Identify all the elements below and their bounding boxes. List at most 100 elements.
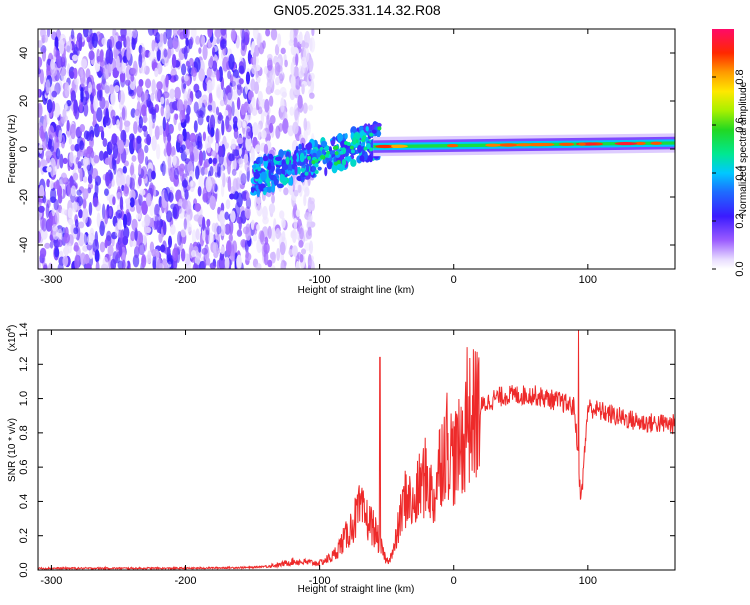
noise-cell bbox=[50, 58, 55, 70]
noise-cell bbox=[293, 189, 299, 197]
noise-cell bbox=[115, 209, 123, 219]
noise-cell bbox=[236, 97, 241, 111]
noise-cell bbox=[271, 194, 275, 204]
noise-cell bbox=[183, 45, 188, 60]
y-tick-label: 1.4 bbox=[18, 322, 30, 337]
noise-cell bbox=[97, 70, 102, 79]
noise-cell bbox=[104, 188, 109, 196]
noise-cell bbox=[137, 147, 145, 164]
noise-cell bbox=[196, 140, 200, 150]
noise-cell bbox=[267, 259, 273, 268]
noise-cell bbox=[197, 186, 202, 197]
noise-cell bbox=[173, 167, 179, 180]
noise-cell bbox=[238, 148, 243, 156]
noise-cell bbox=[189, 36, 194, 46]
noise-cell bbox=[275, 227, 281, 240]
noise-cell bbox=[158, 125, 164, 136]
noise-cell bbox=[154, 88, 161, 102]
noise-cell bbox=[125, 198, 131, 205]
noise-cell bbox=[257, 106, 263, 115]
noise-cell bbox=[211, 150, 217, 157]
noise-cell bbox=[165, 104, 171, 120]
noise-cell bbox=[38, 102, 43, 118]
narrowband-peak bbox=[446, 144, 459, 148]
noise-cell bbox=[264, 98, 270, 113]
noise-cell bbox=[232, 69, 239, 79]
noise-cell bbox=[138, 116, 143, 129]
noise-cell bbox=[135, 213, 141, 220]
signal-peak-cell bbox=[362, 135, 367, 140]
noise-cell bbox=[104, 157, 111, 166]
noise-cell bbox=[100, 129, 105, 141]
noise-cell bbox=[60, 172, 68, 183]
noise-cell bbox=[39, 69, 44, 85]
noise-cell bbox=[188, 57, 194, 67]
noise-cell bbox=[46, 166, 52, 173]
signal-cell bbox=[308, 158, 314, 166]
noise-cell bbox=[264, 236, 269, 245]
noise-cell bbox=[110, 90, 116, 106]
noise-cell bbox=[55, 50, 60, 60]
noise-cell bbox=[268, 95, 274, 107]
noise-cell bbox=[162, 116, 167, 132]
noise-cell bbox=[166, 141, 172, 157]
noise-cell bbox=[193, 120, 198, 133]
noise-cell bbox=[225, 124, 232, 133]
noise-cell bbox=[290, 46, 295, 56]
noise-cell bbox=[65, 40, 73, 54]
signal-cell bbox=[279, 174, 285, 181]
noise-cell bbox=[116, 55, 120, 71]
noise-cell bbox=[151, 39, 155, 52]
noise-cell bbox=[110, 258, 117, 269]
noise-cell bbox=[129, 205, 136, 212]
signal-cell bbox=[285, 156, 290, 165]
noise-cell bbox=[67, 207, 73, 219]
noise-cell bbox=[211, 60, 218, 72]
noise-cell bbox=[179, 109, 186, 123]
noise-cell bbox=[141, 46, 146, 58]
noise-cell bbox=[252, 234, 258, 242]
noise-cell bbox=[38, 231, 42, 244]
noise-cell bbox=[201, 35, 206, 46]
noise-cell bbox=[93, 96, 99, 112]
noise-cell bbox=[104, 209, 109, 225]
noise-cell bbox=[245, 249, 250, 259]
signal-cell bbox=[321, 149, 326, 155]
noise-cell bbox=[303, 117, 308, 131]
noise-cell bbox=[295, 209, 301, 217]
noise-cell bbox=[280, 47, 286, 55]
noise-cell bbox=[124, 122, 130, 133]
noise-cell bbox=[60, 66, 67, 83]
noise-cell bbox=[189, 132, 197, 143]
noise-cell bbox=[162, 221, 167, 236]
noise-cell bbox=[230, 210, 236, 223]
noise-cell bbox=[144, 144, 149, 154]
noise-cell bbox=[99, 50, 104, 63]
noise-cell bbox=[237, 118, 241, 130]
noise-cell bbox=[96, 107, 103, 122]
signal-cell bbox=[331, 163, 338, 174]
noise-cell bbox=[42, 195, 47, 204]
noise-cell bbox=[225, 199, 231, 210]
x-tick-label: -100 bbox=[309, 274, 331, 286]
noise-cell bbox=[243, 153, 249, 164]
noise-cell bbox=[39, 247, 47, 259]
y-tick-label: 1.2 bbox=[18, 357, 30, 372]
signal-peak-cell bbox=[333, 146, 338, 151]
noise-cell bbox=[198, 47, 202, 55]
noise-cell bbox=[245, 192, 250, 201]
noise-cell bbox=[130, 240, 137, 247]
noise-cell bbox=[70, 223, 74, 234]
noise-cell bbox=[171, 100, 179, 111]
noise-cell bbox=[118, 246, 123, 257]
noise-cell bbox=[257, 76, 261, 84]
noise-cell bbox=[220, 202, 225, 213]
signal-peak-cell bbox=[369, 132, 374, 137]
colorbar-tick-label: 0.2 bbox=[734, 213, 746, 228]
noise-cell bbox=[120, 129, 127, 143]
narrowband-peak bbox=[516, 143, 532, 147]
noise-cell bbox=[145, 192, 152, 207]
noise-cell bbox=[96, 83, 102, 91]
noise-cell bbox=[255, 144, 261, 153]
noise-cell bbox=[105, 108, 110, 124]
